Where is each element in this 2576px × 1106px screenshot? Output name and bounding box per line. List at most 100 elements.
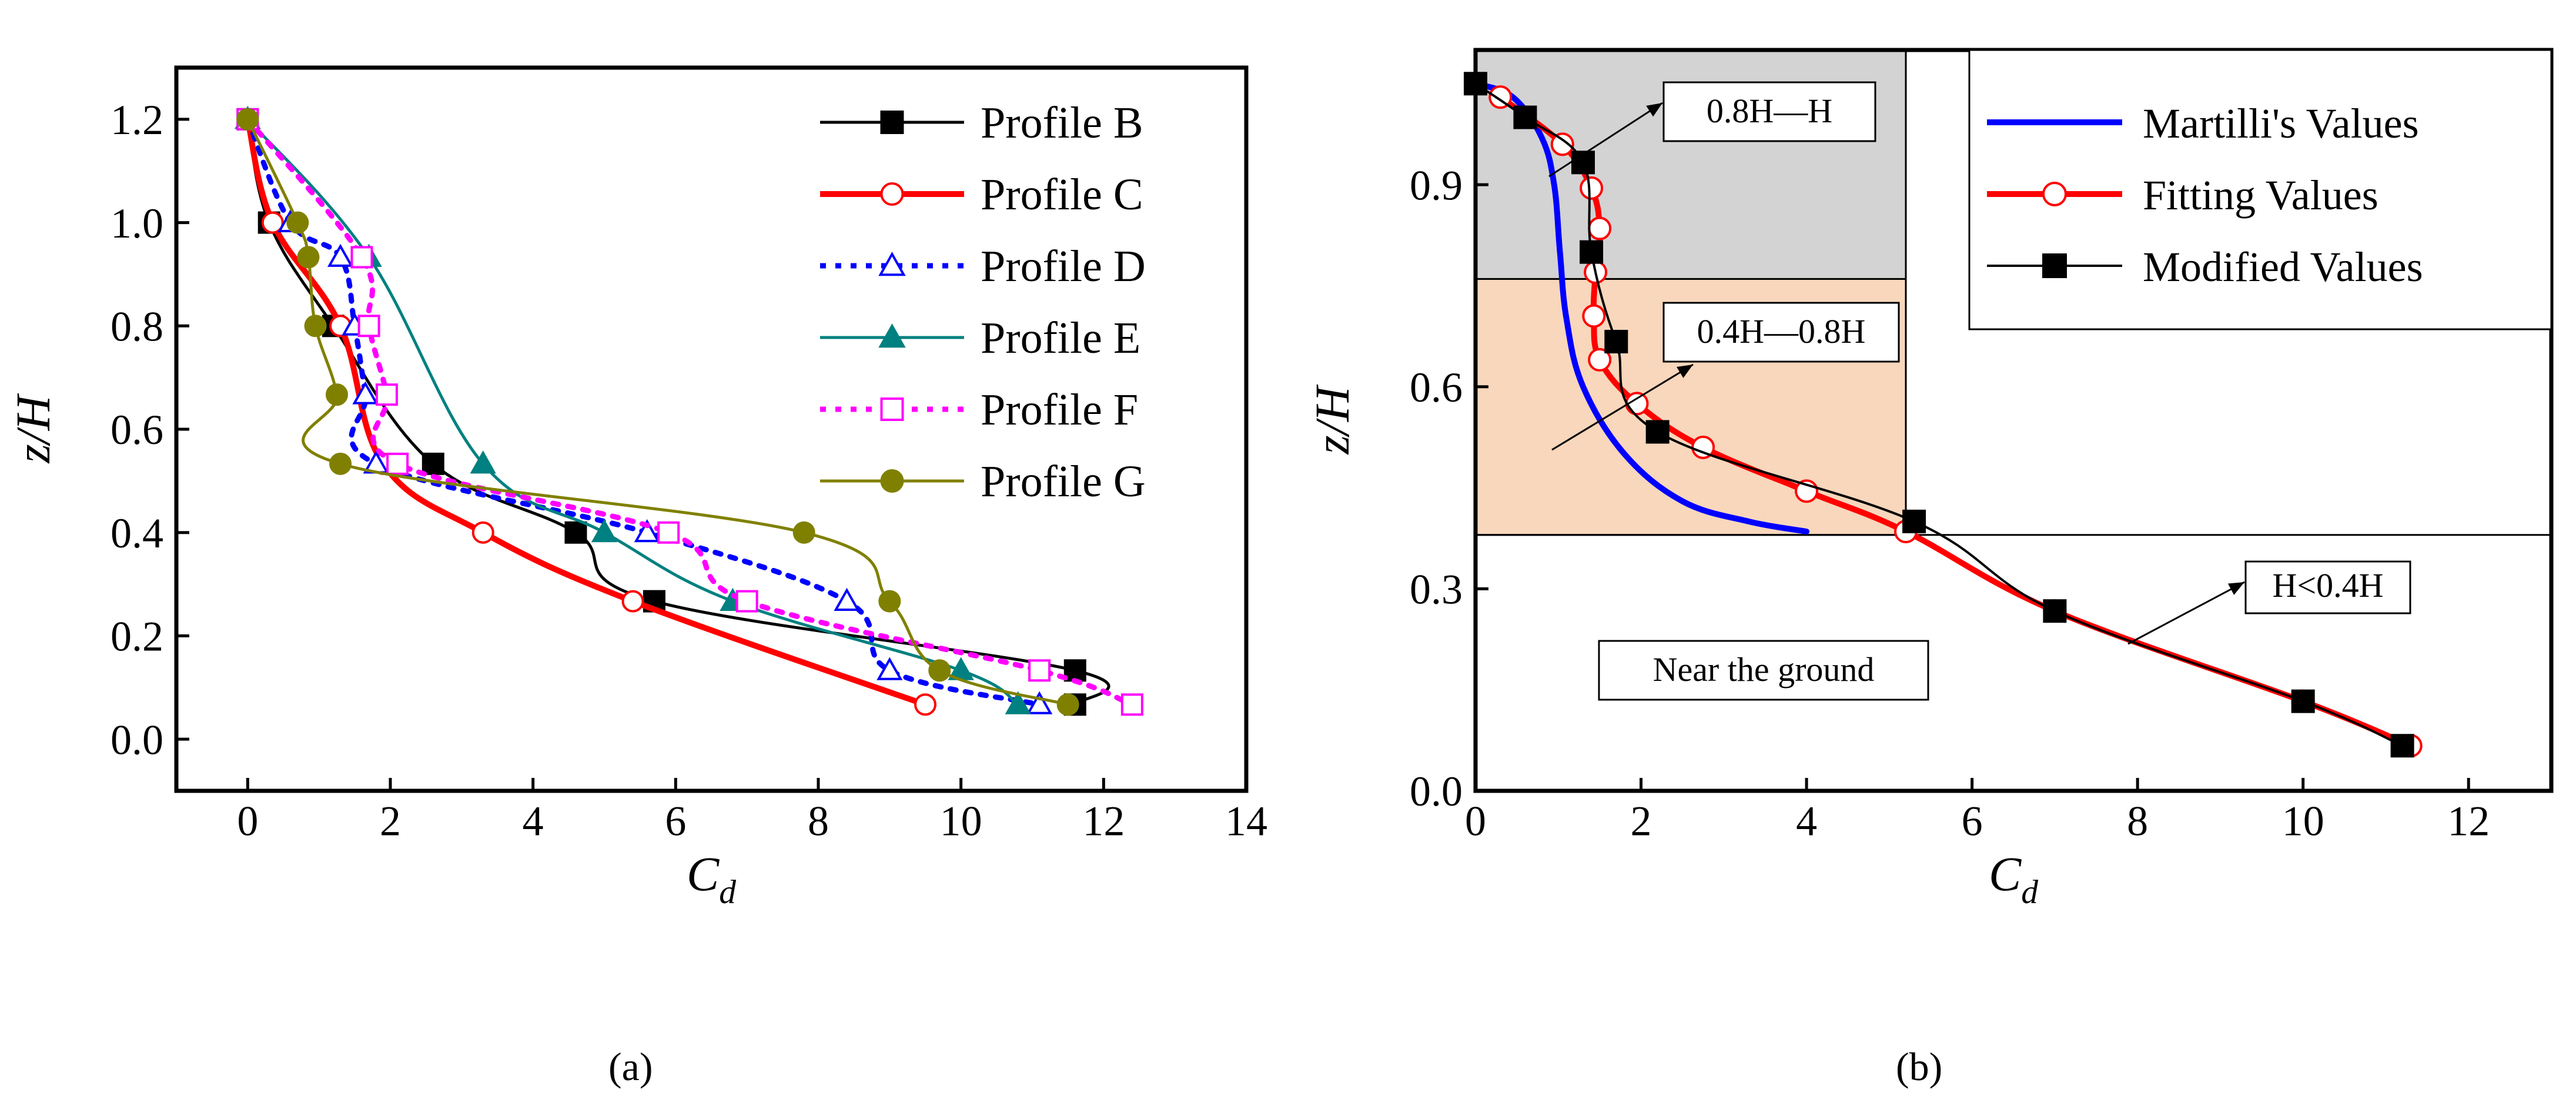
caption-b: (b) [1896,1044,1943,1089]
region-annotations: 0.8H—H 0.4H—0.8H H<0.4H Near the ground [1548,81,2411,701]
data-point-profile-g [286,211,309,234]
legend-marker-profile-d [878,252,906,276]
x-tick-label: 2 [380,798,401,845]
x-axis-label: Cd [1989,847,2038,911]
legend-b: Martilli's Values Fitting Values Modified … [1968,49,2552,330]
data-point-profile-d [327,243,354,267]
x-axis-label: Cd [687,847,736,911]
x-tick-label: 10 [2282,798,2324,845]
y-tick-label: 1.2 [111,96,163,143]
data-point-profile-g [236,108,259,131]
legend-label-martilli-s-values: Martilli's Values [2143,100,2419,147]
arrow-upper-head [1646,103,1662,117]
data-point-profile-d [834,587,860,612]
data-point-modified-values [1513,105,1537,129]
legend-marker-profile-e [878,323,906,348]
data-point-profile-g [792,521,815,544]
region-label-middle-text: 0.4H—0.8H [1697,312,1866,350]
data-point-profile-d [352,381,379,405]
x-tick-label: 8 [2127,798,2148,845]
legend-label-profile-g: Profile G [981,457,1146,506]
y-tick-label: 1.0 [111,200,163,247]
region-label-upper-text: 0.8H—H [1707,92,1832,130]
legend-label-profile-c: Profile C [981,170,1143,219]
y-tick-label: 0.0 [1410,768,1463,815]
caption-a: (a) [608,1044,653,1089]
data-point-modified-values [2291,689,2315,713]
x-tick-label: 2 [1631,798,1652,845]
legend-label-profile-d: Profile D [981,242,1146,291]
data-point-profile-f [357,315,380,338]
data-point-modified-values [1580,240,1604,264]
data-point-modified-values [1571,151,1595,175]
y-tick-label: 0.0 [111,716,163,763]
data-point-profile-f [657,521,680,544]
data-point-profile-e [591,519,618,543]
x-tick-label: 12 [2447,798,2490,845]
data-point-profile-b [1063,659,1086,682]
data-point-profile-d [634,519,660,543]
data-point-profile-g [1056,693,1079,716]
data-point-profile-f [1028,659,1051,682]
x-tick-label: 8 [808,798,829,845]
data-point-modified-values [2390,734,2414,758]
data-point-profile-e [470,450,496,474]
arrow-lower-head [2227,582,2244,595]
data-point-profile-c [261,211,284,234]
legend-frame-b [1968,49,2552,330]
data-point-profile-f [735,590,758,613]
data-point-profile-e [1005,691,1031,714]
legend-a: Profile B Profile C Profile D Profile E Prof… [820,98,1146,506]
arrow-middle-head [1677,365,1693,378]
series-profile-g [236,108,1079,716]
data-point-profile-d [876,657,903,680]
data-point-profile-c [471,521,494,544]
data-point-profile-c [914,693,936,716]
legend-label-profile-b: Profile B [981,98,1143,148]
y-tick-label: 0.6 [1410,364,1463,411]
x-tick-label: 6 [1962,798,1983,845]
data-point-fitting-values [1588,216,1612,240]
data-point-modified-values [1604,329,1628,353]
series-profile-d [235,106,1053,714]
series-line-profile-f [245,116,1135,707]
series-profile-f [236,108,1143,716]
y-axis-label: z/H [6,393,60,463]
legend-marker-profile-f [880,397,904,421]
y-tick-label: 0.4 [111,510,163,557]
chart-a: 0 2 4 6 8 10 12 14 0.0 0.2 0.4 0.6 0.8 1.0 1.2 Cd z/H Pro… [6,65,1267,911]
x-tick-label: 6 [665,798,686,845]
data-point-fitting-values [1550,132,1574,156]
y-tick-label: 0.8 [111,303,163,350]
region-label-lower-box [2244,560,2411,614]
data-point-profile-b [421,452,444,475]
data-point-fitting-values [1588,347,1612,372]
data-point-profile-f [386,452,409,475]
legend-marker-fitting-values [2042,182,2067,206]
chart-b: 0 2 4 6 8 10 12 0.0 0.3 0.6 0.9 Cd z/H 0.8H—H 0.4H—0.8… [1305,48,2554,911]
x-tick-label: 0 [237,798,258,845]
series-martilli-s-values [1473,81,1810,534]
legend-label-fitting-values: Fitting Values [2143,172,2378,219]
y-tick-label: 0.6 [111,406,163,453]
data-point-profile-g [878,590,901,613]
data-point-profile-b [564,521,587,544]
y-tick-label: 0.9 [1410,162,1463,209]
data-point-modified-values [1902,509,1926,533]
series-line-martilli-s-values [1473,81,1810,534]
legend-label-profile-e: Profile E [981,313,1140,363]
x-tick-label: 14 [1225,798,1267,845]
legend-marker-profile-g [880,469,904,493]
region-label-middle-box [1662,302,1900,363]
region-label-ground-box [1598,640,1929,701]
region-label-ground-text: Near the ground [1653,650,1875,689]
y-tick-label: 0.2 [111,613,163,660]
data-point-profile-c [621,590,644,613]
x-tick-label: 12 [1082,798,1125,845]
data-point-profile-g [297,246,320,269]
series-line-profile-d [245,116,1042,707]
data-point-fitting-values [1582,304,1606,328]
data-point-profile-g [326,383,348,406]
data-point-profile-g [329,452,352,475]
